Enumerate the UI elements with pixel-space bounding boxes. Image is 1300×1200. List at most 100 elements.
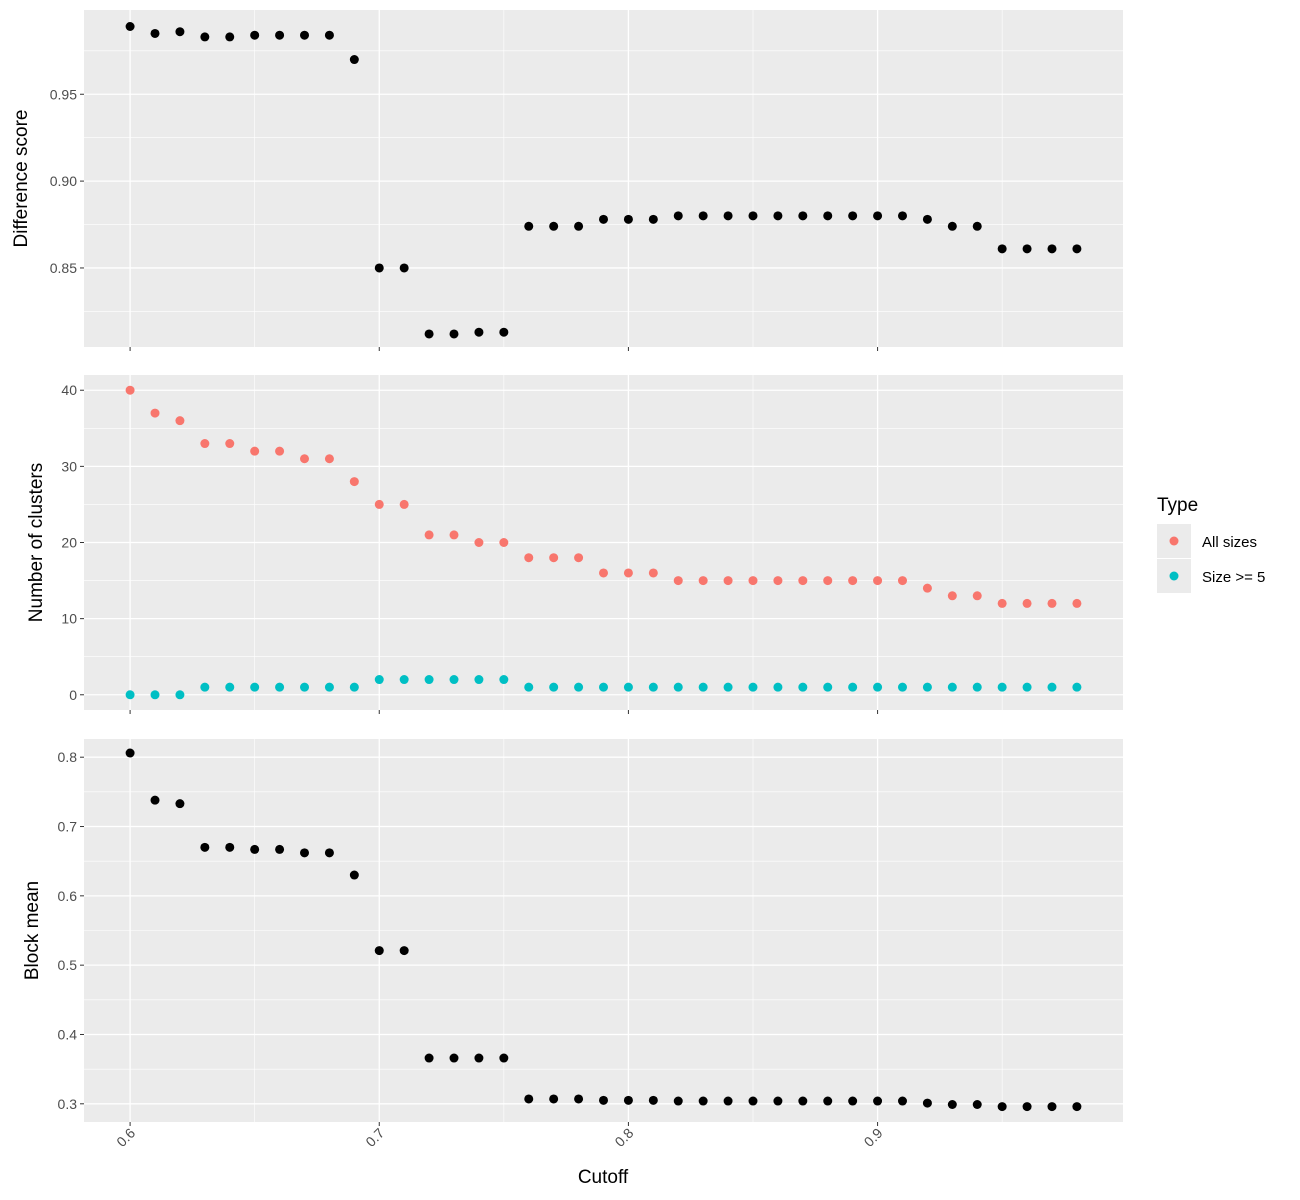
data-point <box>150 408 160 418</box>
data-point <box>1022 244 1032 254</box>
data-point <box>150 28 160 38</box>
data-point <box>225 682 235 692</box>
data-point <box>823 576 833 586</box>
data-point <box>200 842 210 852</box>
data-point <box>947 1099 957 1109</box>
data-point <box>374 499 384 509</box>
data-point <box>997 244 1007 254</box>
y-axis-title: Difference score <box>11 110 32 248</box>
data-point <box>648 682 658 692</box>
legend-label-size-5: Size >= 5 <box>1202 569 1265 586</box>
data-point <box>150 690 160 700</box>
data-point <box>225 842 235 852</box>
data-point <box>1022 1102 1032 1112</box>
data-point <box>549 1094 559 1104</box>
data-point <box>324 30 334 40</box>
y-tick-label: 0.8 <box>58 749 78 765</box>
data-point <box>524 1094 534 1104</box>
data-point <box>623 1095 633 1105</box>
data-point <box>200 682 210 692</box>
data-point <box>873 211 883 221</box>
data-point <box>1047 1102 1057 1112</box>
data-point <box>848 211 858 221</box>
data-point <box>349 55 359 65</box>
data-point <box>374 946 384 956</box>
data-point <box>449 530 459 540</box>
data-point <box>474 1053 484 1063</box>
data-point <box>300 454 310 464</box>
data-point <box>673 576 683 586</box>
x-tick-label: 0.9 <box>861 1125 886 1150</box>
panel-background <box>84 10 1123 347</box>
data-point <box>175 799 185 809</box>
data-point <box>698 1096 708 1106</box>
panels-layer: 0.85 0.90 0.95 Difference score 0 10 20 30 40 Num… <box>11 10 1123 1150</box>
data-point <box>997 1102 1007 1112</box>
data-point <box>499 538 509 547</box>
data-point <box>823 682 833 692</box>
data-point <box>748 682 758 692</box>
data-point <box>374 675 384 685</box>
data-point <box>972 221 982 231</box>
data-point <box>349 682 359 692</box>
data-point <box>225 439 235 449</box>
data-point <box>798 1096 808 1106</box>
data-point <box>1072 598 1082 608</box>
data-point <box>947 221 957 231</box>
data-point <box>225 32 235 42</box>
y-axis-title: Block mean <box>22 881 43 980</box>
data-point <box>1047 598 1057 608</box>
data-point <box>599 214 608 224</box>
data-point <box>474 675 484 685</box>
series-size-5 <box>125 675 1082 700</box>
data-point <box>474 538 484 547</box>
data-point <box>275 446 285 456</box>
panel-bottom: 0.3 0.4 0.5 0.6 0.7 0.8 0.6 0.7 0.8 0.9 Block mean <box>22 739 1123 1150</box>
data-point <box>1047 682 1057 692</box>
y-tick-label: 0.85 <box>50 260 77 276</box>
x-tick-label: 0.7 <box>362 1125 387 1150</box>
data-point <box>723 576 733 586</box>
data-point <box>823 211 833 221</box>
data-point <box>599 682 608 692</box>
data-point <box>623 214 633 224</box>
data-point <box>200 32 210 42</box>
data-point <box>947 591 957 601</box>
data-point <box>324 454 334 464</box>
data-point <box>200 439 210 449</box>
data-point <box>773 682 783 692</box>
data-point <box>125 22 135 32</box>
data-point <box>947 682 957 692</box>
data-point <box>723 682 733 692</box>
data-point <box>275 844 285 854</box>
y-axis-title: Number of clusters <box>26 463 47 622</box>
data-point <box>574 221 584 231</box>
data-point <box>549 553 559 563</box>
data-point <box>748 1096 758 1106</box>
data-point <box>748 576 758 586</box>
data-point <box>150 795 160 805</box>
data-point <box>673 1096 683 1106</box>
data-point <box>1072 682 1082 692</box>
data-point <box>748 211 758 221</box>
data-point <box>997 598 1007 608</box>
data-point <box>349 477 359 487</box>
data-point <box>1072 244 1082 254</box>
data-point <box>897 211 907 221</box>
data-point <box>773 211 783 221</box>
data-point <box>673 682 683 692</box>
data-point <box>399 675 409 685</box>
legend-point-all-sizes <box>1169 536 1179 546</box>
data-point <box>623 682 633 692</box>
data-point <box>250 844 260 854</box>
data-point <box>175 416 185 426</box>
panel-middle: 0 10 20 30 40 Number of clusters <box>26 375 1123 714</box>
data-point <box>250 682 260 692</box>
y-tick-label: 30 <box>61 458 77 474</box>
x-axis-title: Cutoff <box>578 1167 629 1188</box>
data-point <box>698 211 708 221</box>
data-point <box>424 530 434 540</box>
data-point <box>275 682 285 692</box>
legend-title: Type <box>1157 495 1198 516</box>
